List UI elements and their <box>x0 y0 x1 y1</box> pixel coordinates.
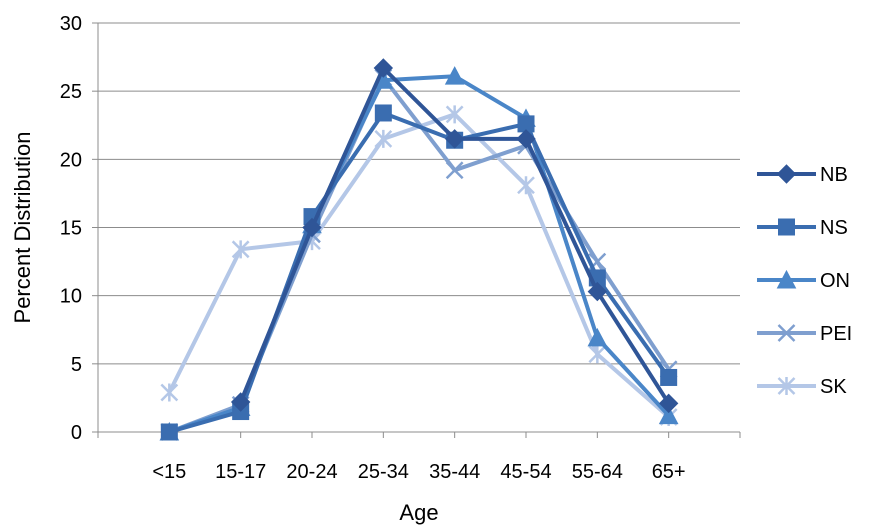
gridlines <box>98 22 740 365</box>
y-tick-label: 5 <box>71 354 82 376</box>
x-tick-label: <15 <box>152 461 186 483</box>
legend-item-ns: NS <box>757 217 848 239</box>
legend-item-pei: PEI <box>757 323 852 345</box>
legend-marker <box>777 324 796 342</box>
legend-marker <box>778 218 795 236</box>
data-point-on <box>587 327 608 347</box>
data-point-sk <box>231 240 250 259</box>
data-point-nb <box>230 392 251 412</box>
series-line-pei <box>168 75 671 434</box>
legend-label: PEI <box>820 323 852 345</box>
data-point-ns <box>374 104 392 122</box>
data-point-sk <box>588 345 607 364</box>
data-point-on <box>444 66 465 85</box>
legend-marker <box>777 377 796 395</box>
legend: NB NS ON PEI SK <box>757 164 852 398</box>
y-tick-label: 0 <box>71 422 82 444</box>
data-point-nb <box>587 281 608 302</box>
y-tick-label: 15 <box>60 218 82 240</box>
x-tick-label: 25-34 <box>358 461 409 483</box>
y-tick-label: 25 <box>60 81 82 103</box>
legend-label: ON <box>820 270 850 292</box>
data-point-ns <box>660 368 678 386</box>
data-point-nb <box>516 129 536 149</box>
x-tick-label: 45-54 <box>500 461 551 483</box>
x-tick-label: 65+ <box>652 461 686 483</box>
series-ns <box>160 104 678 441</box>
legend-label: NS <box>820 217 848 239</box>
data-point-sk <box>160 383 179 402</box>
x-tick-label: 15-17 <box>215 461 266 483</box>
series-lines <box>159 58 679 441</box>
tick-labels: 0 5 10 15 20 25 30 <15 15-17 20-24 25-34 35-44 45-54… <box>60 13 686 483</box>
x-tick-label: 35-44 <box>429 461 480 483</box>
data-point-nb <box>444 129 465 149</box>
data-point-nb <box>373 58 394 78</box>
legend-item-nb: NB <box>757 164 848 186</box>
y-tick-label: 10 <box>60 286 82 308</box>
legend-item-sk: SK <box>757 376 847 398</box>
x-axis-title: Age <box>399 500 438 525</box>
series-line-ns <box>168 111 671 434</box>
data-point-pei <box>445 161 464 180</box>
data-point-sk <box>445 105 464 124</box>
y-axis-title: Percent Distribution <box>10 132 35 324</box>
data-point-nb <box>658 393 679 414</box>
data-point-on <box>658 405 679 425</box>
x-tick-label: 55-64 <box>572 461 623 483</box>
legend-label: NB <box>820 164 848 186</box>
data-point-sk <box>517 176 535 195</box>
axes <box>92 22 741 438</box>
y-tick-label: 30 <box>60 13 82 35</box>
legend-label: SK <box>820 376 847 398</box>
x-tick-label: 20-24 <box>286 461 337 483</box>
y-tick-label: 20 <box>60 149 82 171</box>
data-point-sk <box>374 129 393 148</box>
data-point-nb <box>302 217 322 238</box>
legend-item-on: ON <box>757 269 850 292</box>
data-point-ns <box>160 423 178 441</box>
series-nb <box>230 58 679 414</box>
legend-marker <box>776 164 797 184</box>
legend-marker <box>776 269 797 289</box>
